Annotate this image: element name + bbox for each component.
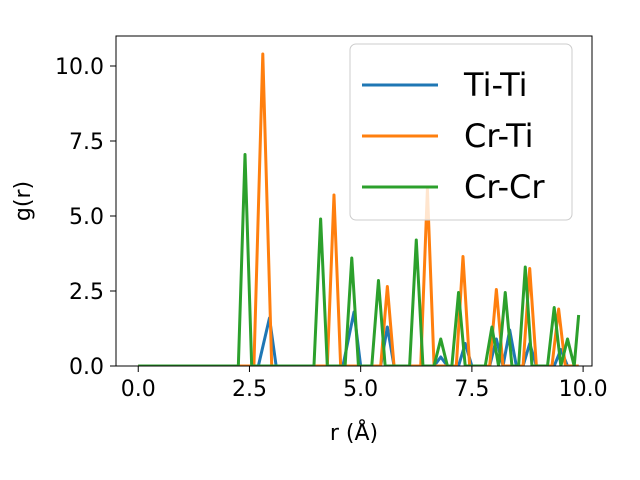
y-tick-label: 10.0 [55, 55, 104, 80]
legend-label-cr-ti: Cr-Ti [464, 117, 534, 155]
y-tick-label: 2.5 [69, 280, 104, 305]
x-tick-label: 10.0 [559, 377, 608, 402]
y-axis-label: g(r) [11, 181, 36, 221]
x-axis-label: r (Å) [330, 419, 378, 446]
x-tick-label: 7.5 [454, 377, 489, 402]
series-line-ti-ti [138, 310, 579, 366]
series-line-cr-cr [138, 153, 581, 366]
x-tick-label: 0.0 [121, 377, 156, 402]
x-axis: 0.0 2.5 5.0 7.5 10.0 [121, 366, 608, 402]
series-layer [138, 52, 581, 366]
plot-area [115, 35, 593, 367]
y-tick-label: 0.0 [69, 355, 104, 380]
series-line-cr-ti [138, 52, 579, 366]
x-tick-label: 2.5 [232, 377, 267, 402]
legend-box [349, 43, 573, 221]
y-tick-label: 7.5 [69, 130, 104, 155]
legend-label-cr-cr: Cr-Cr [464, 168, 545, 206]
legend-label-ti-ti: Ti-Ti [463, 66, 528, 104]
axes-frame [115, 35, 593, 367]
y-tick-label: 5.0 [69, 205, 104, 230]
x-tick-label: 5.0 [343, 377, 378, 402]
y-axis: 0.0 2.5 5.0 7.5 10.0 [55, 55, 116, 380]
legend: Ti-Ti Cr-Ti Cr-Cr [349, 43, 573, 221]
